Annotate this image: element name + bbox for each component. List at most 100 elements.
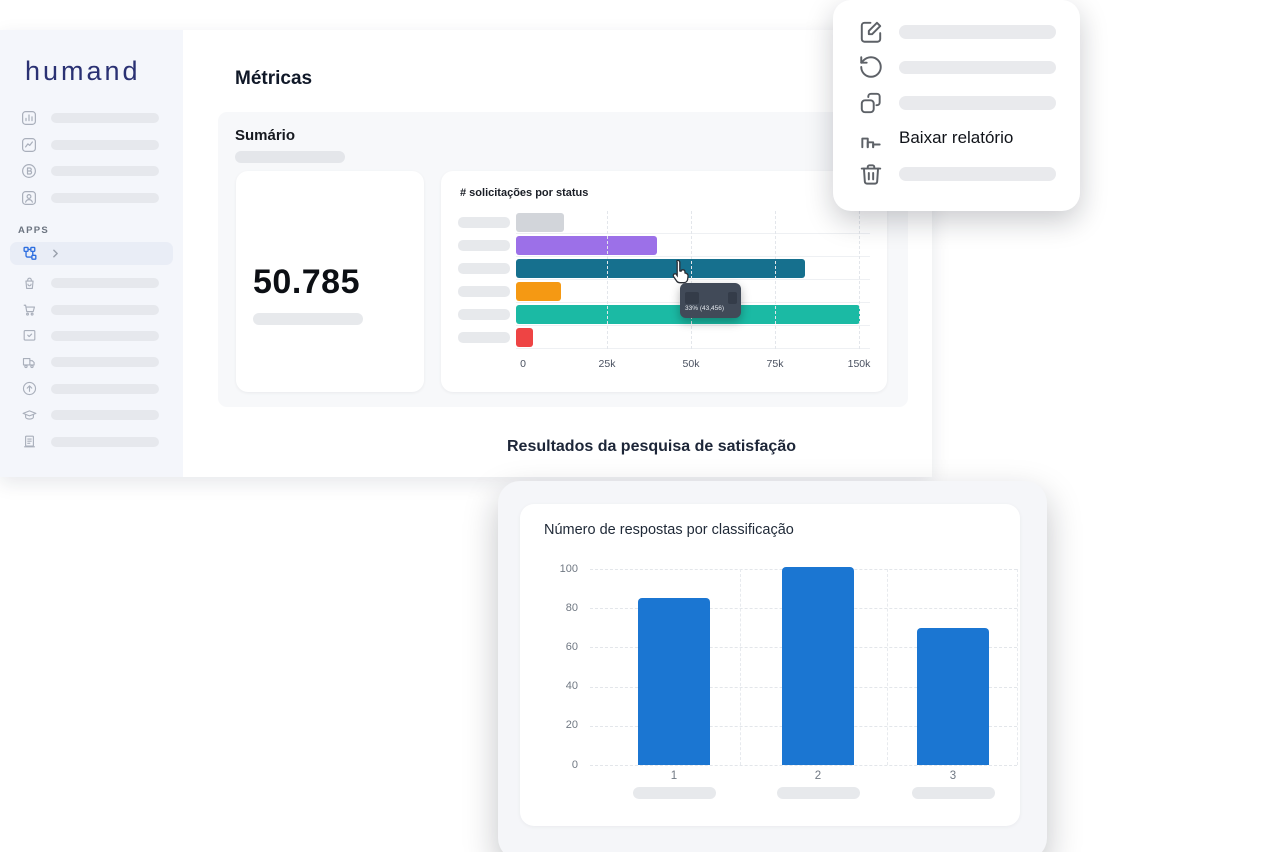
placeholder-bar [458,263,510,274]
status-chart-rows [458,211,870,349]
upload-icon [21,380,38,397]
sidebar-nav [0,105,183,211]
gridline [740,569,741,765]
menu-item-label: Baixar relatório [899,128,1014,148]
placeholder-bar [458,309,510,320]
placeholder-bar [899,25,1056,39]
placeholder-bar [253,313,363,325]
tooltip-text: 33% (43,456) [685,305,725,312]
stat-value: 50.785 [253,263,360,301]
bar-chart-icon [858,125,884,151]
tooltip-redacted-block [685,292,699,304]
sidebar-app-cart[interactable] [0,296,183,322]
stat-card: 50.785 [236,171,424,392]
axis-tick-label: 100 [559,562,578,575]
sidebar-app-workflow-selected[interactable] [10,242,173,265]
trash-icon [858,161,884,187]
responses-chart-card: Número de respostas por classificação 0 2… [520,504,1020,826]
placeholder-bar [51,330,159,341]
benefits-icon [20,162,38,180]
axis-tick-label: 3 [949,770,957,782]
axis-tick-label: 75k [766,358,784,370]
bar-segment[interactable] [516,235,658,255]
axis-tick-label: 80 [565,601,578,614]
bar-segment[interactable] [516,212,565,232]
axis-tick-label: 150k [847,358,871,370]
workflow-icon [22,245,39,262]
placeholder-bar [458,286,510,297]
placeholder-bar [911,787,995,799]
chevron-right-icon [49,247,62,260]
axis-tick-label: 0 [571,758,578,771]
bar-track [516,257,870,280]
page-title: Métricas [235,68,313,89]
results-heading: Resultados da pesquisa de satisfação [507,438,796,455]
bar-track [516,326,870,349]
menu-item-download-report[interactable]: Baixar relatório [858,121,1056,157]
placeholder-bar [899,167,1056,181]
bar-segment[interactable] [516,281,561,301]
responses-chart-title: Número de respostas por classificação [544,522,794,538]
bar-segment[interactable] [638,598,710,765]
bar-segment[interactable] [782,567,854,765]
chart-tooltip: 33% (43,456) [680,283,741,318]
placeholder-bar [51,410,159,421]
placeholder-bar [458,217,510,228]
chart-row [458,234,870,257]
sidebar-app-truck[interactable] [0,349,183,375]
pouch-icon [21,275,38,292]
education-icon [21,407,38,424]
sidebar-app-receipt[interactable] [0,428,183,454]
bar-segment[interactable] [917,627,989,765]
sidebar-item-gallery[interactable] [0,132,183,159]
placeholder-bar [235,151,345,163]
gridline [1017,569,1018,765]
receipt-icon [21,433,38,450]
sidebar-item-stats[interactable] [0,105,183,132]
bar-track [516,211,870,234]
chart-row [458,303,870,326]
gridline [590,765,1017,766]
placeholder-bar [51,304,159,315]
summary-title: Sumário [235,127,296,144]
placeholder-bar [51,113,159,124]
axis-tick-label: 2 [814,770,822,782]
axis-tick-label: 0 [520,358,526,370]
sidebar-item-profile[interactable] [0,185,183,212]
sidebar-app-education[interactable] [0,402,183,428]
gridline [691,211,692,349]
chart-row [458,280,870,303]
mouse-cursor-pointer [671,259,691,285]
copy-icon [858,90,884,116]
bar-segment[interactable] [516,258,805,278]
menu-item-edit[interactable] [858,14,1056,50]
main-content: Métricas Sumário 50.785 # solicitações p… [183,30,932,477]
placeholder-bar [899,60,1056,74]
placeholder-bar [51,166,159,177]
status-chart-card: # solicitações por status 0 25k 50k 75k 150k… [441,171,887,392]
profile-icon [20,189,38,207]
menu-item-copy[interactable] [858,85,1056,121]
chart-row [458,326,870,349]
ticket-icon [21,327,38,344]
sidebar-item-benefits[interactable] [0,158,183,185]
sidebar-app-ticket[interactable] [0,323,183,349]
bar-segment[interactable] [516,327,534,347]
bar-track [516,234,870,257]
placeholder-bar [51,357,159,368]
menu-item-delete[interactable] [858,156,1056,192]
placeholder-bar [51,436,159,447]
summary-panel: Sumário 50.785 # solicitações por status… [218,112,908,407]
gridline [775,211,776,349]
axis-tick-label: 1 [670,770,678,782]
context-menu: Baixar relatório [833,0,1080,211]
sidebar-app-pouch[interactable] [0,270,183,296]
sidebar-app-upload[interactable] [0,376,183,402]
chart-row [458,257,870,280]
gallery-icon [20,136,38,154]
placeholder-bar [51,278,159,289]
menu-item-undo[interactable] [858,50,1056,86]
tooltip-redacted-block [728,292,737,304]
gridline [859,211,860,349]
